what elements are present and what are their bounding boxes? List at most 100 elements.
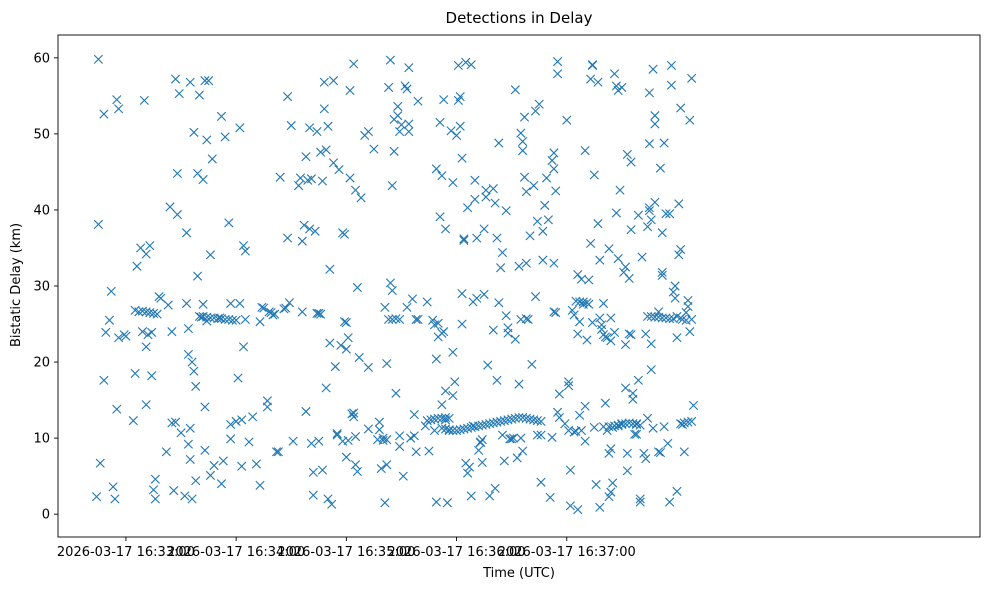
y-tick-label: 40 [33, 203, 50, 218]
data-point-marker [646, 311, 656, 322]
data-point-marker [262, 402, 272, 412]
data-point-marker [334, 165, 344, 175]
data-point-marker [369, 144, 379, 154]
data-point-marker [110, 494, 120, 504]
data-point-marker [637, 252, 647, 262]
data-point-marker [424, 446, 434, 456]
data-point-marker [571, 296, 581, 306]
data-point-marker [560, 419, 570, 429]
data-point-marker [514, 412, 524, 423]
data-point-marker [112, 95, 122, 105]
data-point-marker [518, 146, 528, 156]
data-point-marker [172, 168, 182, 179]
data-point-marker [343, 435, 353, 445]
data-point-marker [604, 492, 614, 502]
data-point-marker [626, 330, 636, 340]
data-point-marker [356, 193, 366, 203]
data-point-marker [496, 416, 506, 426]
data-point-marker [507, 434, 517, 444]
data-point-marker [387, 181, 397, 191]
data-point-marker [442, 498, 452, 508]
data-point-marker [273, 447, 283, 457]
data-point-marker [648, 423, 658, 433]
data-point-marker [106, 286, 116, 296]
data-point-marker [488, 418, 498, 428]
data-point-marker [655, 447, 666, 458]
data-point-marker [631, 419, 642, 430]
data-point-marker [139, 95, 149, 106]
data-point-marker [622, 466, 632, 476]
data-point-marker [189, 127, 199, 137]
data-point-marker [194, 311, 205, 322]
data-point-marker [255, 480, 265, 490]
y-tick-label: 10 [33, 432, 50, 447]
data-point-marker [378, 435, 388, 445]
data-point-marker [653, 312, 664, 322]
data-point-marker [352, 466, 362, 477]
data-point-marker [341, 317, 351, 328]
data-point-marker [396, 120, 407, 130]
data-point-marker [631, 429, 642, 439]
data-point-marker [150, 494, 160, 504]
data-point-marker [180, 491, 190, 501]
data-point-marker [301, 152, 311, 162]
data-point-marker [538, 255, 548, 265]
data-point-marker [598, 298, 609, 309]
data-point-marker [332, 428, 342, 439]
data-point-marker [492, 375, 502, 385]
data-point-marker [586, 74, 596, 84]
data-point-marker [446, 126, 456, 136]
data-point-marker [248, 412, 258, 422]
data-point-marker [567, 305, 577, 315]
data-point-marker [299, 220, 309, 230]
data-point-marker [132, 261, 142, 271]
data-point-marker [564, 377, 574, 387]
data-point-marker [518, 412, 528, 423]
data-point-marker [316, 147, 326, 157]
data-point-marker [312, 127, 322, 137]
data-point-marker [608, 478, 618, 488]
data-point-marker [470, 175, 480, 185]
data-point-marker [301, 406, 311, 417]
data-point-marker [481, 192, 491, 202]
data-point-marker [148, 485, 159, 495]
data-point-marker [189, 366, 199, 376]
data-point-marker [462, 423, 473, 433]
data-point-marker [284, 298, 295, 308]
data-point-marker [404, 63, 414, 73]
data-point-marker [609, 421, 620, 431]
data-point-marker [604, 448, 614, 458]
data-point-marker [622, 448, 632, 458]
data-point-marker [349, 408, 359, 418]
data-point-marker [141, 307, 151, 317]
data-point-marker [433, 413, 443, 423]
data-point-marker [479, 224, 489, 234]
data-point-marker [613, 420, 623, 430]
data-point-marker [582, 335, 592, 345]
data-point-marker [204, 76, 214, 86]
data-point-marker [176, 428, 186, 438]
data-point-marker [580, 401, 590, 411]
data-point-marker [633, 375, 643, 385]
data-point-marker [641, 329, 651, 339]
data-point-marker [183, 439, 193, 449]
data-point-marker [350, 460, 361, 470]
data-point-marker [380, 498, 390, 508]
data-point-marker [130, 368, 140, 379]
data-point-marker [494, 298, 504, 308]
data-point-marker [516, 128, 526, 138]
data-point-marker [626, 225, 636, 235]
data-point-marker [624, 329, 634, 339]
data-point-marker [336, 340, 346, 350]
data-point-marker [404, 127, 414, 137]
data-point-marker [481, 419, 491, 430]
data-point-marker [521, 258, 531, 268]
data-point-marker [444, 425, 454, 435]
data-point-marker [644, 206, 654, 216]
data-point-marker [238, 342, 249, 352]
x-tick-label: 2026-03-17 16:36:00 [388, 545, 526, 560]
data-point-marker [593, 77, 603, 87]
data-point-marker [286, 120, 296, 131]
y-axis: 0 10 20 30 40 50 60 [33, 51, 58, 523]
data-point-marker [161, 447, 171, 457]
